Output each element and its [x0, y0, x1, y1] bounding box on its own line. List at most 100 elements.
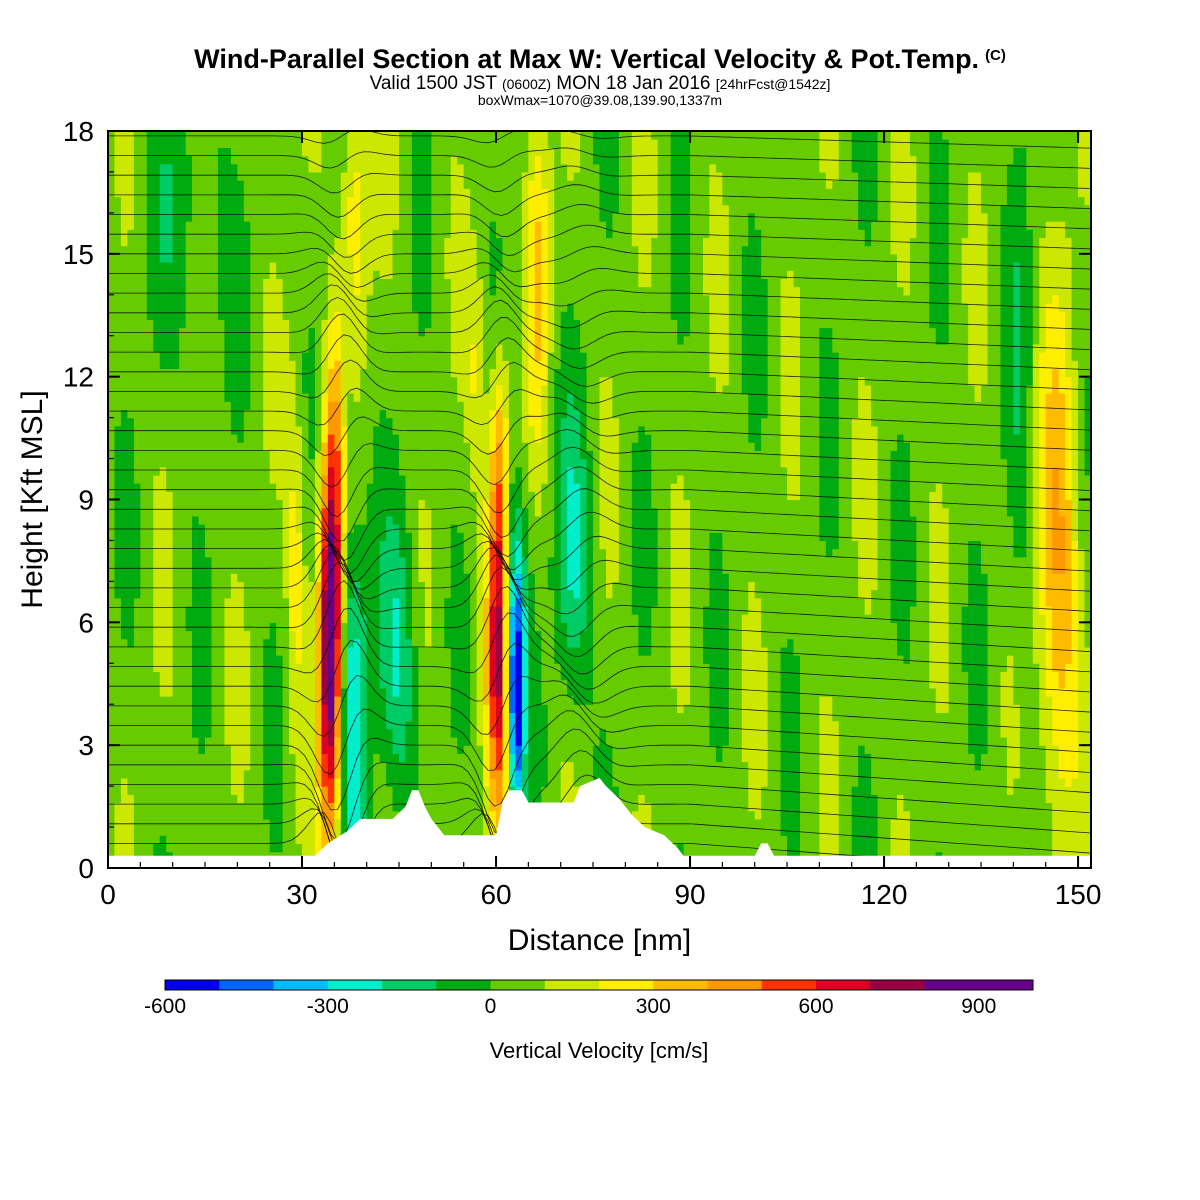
velocity-cell [386, 433, 394, 443]
velocity-cell [314, 556, 323, 566]
velocity-cell [450, 777, 458, 787]
velocity-cell [347, 425, 355, 435]
velocity-cell [108, 278, 116, 288]
velocity-cell [302, 671, 310, 681]
velocity-cell [114, 720, 122, 730]
velocity-cell [392, 573, 400, 582]
velocity-cell [192, 286, 200, 296]
velocity-cell [308, 786, 316, 795]
velocity-cell [192, 696, 200, 705]
velocity-cell [373, 540, 381, 550]
velocity-cell [172, 507, 180, 517]
velocity-cell [146, 556, 154, 566]
velocity-cell [327, 777, 335, 787]
velocity-cell [172, 229, 180, 239]
velocity-cell [308, 417, 316, 427]
velocity-cell [431, 139, 439, 148]
velocity-cell [457, 180, 465, 189]
velocity-cell [360, 556, 368, 566]
velocity-cell [108, 417, 116, 427]
velocity-cell [340, 745, 348, 754]
velocity-cell [314, 704, 323, 714]
velocity-cell [237, 433, 245, 443]
velocity-cell [211, 687, 219, 697]
velocity-cell [159, 532, 167, 542]
velocity-cell [192, 384, 200, 394]
velocity-cell [386, 180, 394, 189]
velocity-cell [185, 827, 193, 836]
velocity-cell [211, 712, 219, 722]
velocity-cell [211, 155, 219, 165]
velocity-cell [153, 540, 161, 550]
velocity-cell [411, 745, 420, 754]
velocity-cell [243, 286, 251, 296]
vertical-velocity-field [108, 131, 1092, 869]
velocity-cell [230, 679, 238, 689]
velocity-cell [172, 761, 180, 771]
velocity-cell [282, 491, 290, 501]
velocity-cell [140, 204, 148, 214]
velocity-cell [282, 679, 290, 689]
velocity-cell [340, 311, 348, 320]
velocity-cell [243, 777, 251, 787]
velocity-cell [366, 597, 374, 607]
velocity-cell [198, 286, 206, 296]
velocity-cell [263, 638, 271, 648]
velocity-cell [418, 450, 426, 460]
velocity-cell [399, 507, 407, 517]
velocity-cell [424, 597, 432, 607]
velocity-cell [366, 401, 374, 411]
velocity-cell [411, 393, 420, 402]
velocity-cell [444, 286, 452, 296]
velocity-cell [153, 499, 161, 509]
velocity-cell [198, 450, 206, 460]
velocity-cell [211, 499, 219, 509]
velocity-cell [179, 507, 187, 517]
velocity-cell [399, 671, 407, 681]
velocity-cell [327, 253, 335, 263]
velocity-cell [321, 343, 329, 353]
velocity-cell [444, 638, 452, 648]
velocity-cell [373, 507, 381, 517]
velocity-cell [276, 687, 284, 697]
velocity-cell [198, 556, 206, 566]
velocity-cell [192, 679, 200, 689]
velocity-cell [198, 687, 206, 697]
chart-subtitle: Valid 1500 JST (0600Z) MON 18 Jan 2016 [… [0, 73, 1200, 95]
velocity-cell [172, 802, 180, 812]
velocity-cell [437, 687, 445, 697]
velocity-cell [366, 417, 374, 427]
velocity-cell [353, 360, 361, 370]
velocity-cell [282, 483, 290, 492]
velocity-cell [399, 237, 407, 247]
velocity-cell [424, 663, 432, 673]
velocity-cell [289, 589, 297, 599]
velocity-cell [217, 196, 226, 206]
velocity-cell [153, 786, 161, 795]
velocity-cell [347, 581, 355, 591]
velocity-cell [295, 540, 303, 550]
velocity-cell [282, 425, 290, 435]
velocity-cell [457, 335, 465, 345]
velocity-cell [457, 597, 465, 607]
velocity-cell [120, 376, 128, 386]
velocity-cell [437, 196, 445, 206]
velocity-cell [114, 450, 122, 460]
velocity-cell [399, 515, 407, 525]
velocity-cell [205, 786, 213, 795]
velocity-cell [198, 638, 206, 648]
velocity-cell [108, 794, 116, 804]
velocity-cell [340, 507, 348, 517]
velocity-cell [217, 474, 226, 484]
velocity-cell [185, 761, 193, 771]
velocity-cell [308, 393, 316, 402]
velocity-cell [431, 573, 439, 582]
velocity-cell [308, 581, 316, 591]
velocity-cell [392, 646, 400, 656]
velocity-cell [179, 696, 187, 705]
velocity-cell [392, 253, 400, 263]
velocity-cell [289, 311, 297, 320]
velocity-cell [146, 736, 154, 746]
velocity-cell [114, 696, 122, 705]
velocity-cell [108, 720, 116, 730]
